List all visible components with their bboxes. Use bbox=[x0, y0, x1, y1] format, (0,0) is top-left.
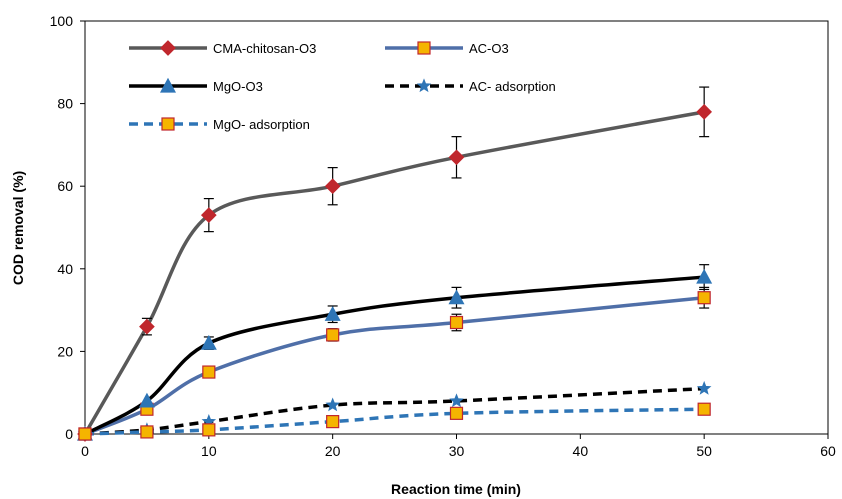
data-point bbox=[140, 425, 154, 439]
legend-label: AC-O3 bbox=[469, 41, 509, 56]
x-tick-label: 60 bbox=[820, 443, 836, 459]
data-point bbox=[696, 380, 712, 395]
data-point bbox=[697, 291, 711, 305]
data-point bbox=[696, 268, 713, 284]
x-tick-label: 20 bbox=[325, 443, 341, 459]
x-tick-label: 0 bbox=[81, 443, 89, 459]
data-point bbox=[449, 406, 464, 420]
legend-label: AC- adsorption bbox=[469, 79, 556, 94]
y-tick-label: 100 bbox=[50, 13, 74, 29]
data-point bbox=[324, 178, 341, 195]
x-axis-title: Reaction time (min) bbox=[391, 481, 521, 497]
data-point bbox=[448, 149, 465, 166]
data-point bbox=[325, 397, 340, 412]
series-markers bbox=[76, 104, 713, 442]
data-point bbox=[448, 289, 465, 305]
legend-marker bbox=[416, 78, 432, 93]
legend: CMA-chitosan-O3 AC-O3 MgO-O3 AC- adsorption… bbox=[129, 40, 556, 132]
data-point bbox=[696, 104, 713, 120]
legend-label: MgO- adsorption bbox=[213, 117, 310, 132]
x-tick-label: 30 bbox=[449, 443, 465, 459]
data-point bbox=[326, 415, 340, 429]
data-point bbox=[202, 423, 216, 437]
data-point bbox=[200, 334, 217, 350]
x-tick-label: 50 bbox=[696, 443, 712, 459]
legend-label: MgO-O3 bbox=[213, 79, 263, 94]
x-tick-label: 40 bbox=[573, 443, 589, 459]
y-tick-label: 20 bbox=[57, 343, 73, 359]
y-tick-label: 40 bbox=[57, 261, 73, 277]
legend-marker bbox=[159, 77, 177, 93]
data-point bbox=[138, 392, 155, 408]
data-point bbox=[202, 365, 216, 379]
data-point bbox=[697, 402, 711, 416]
legend-marker bbox=[417, 41, 431, 55]
data-point bbox=[449, 315, 464, 330]
data-point bbox=[449, 393, 464, 408]
legend-label: CMA-chitosan-O3 bbox=[213, 41, 316, 56]
y-tick-label: 80 bbox=[57, 96, 73, 112]
y-tick-label: 60 bbox=[57, 178, 73, 194]
y-tick-label: 0 bbox=[65, 426, 73, 442]
legend-marker bbox=[161, 117, 175, 131]
series-line bbox=[83, 110, 705, 435]
x-axis-ticks: 0 10 20 30 40 50 60 bbox=[81, 434, 836, 459]
legend-marker bbox=[160, 40, 176, 56]
data-point bbox=[78, 427, 92, 441]
data-point bbox=[324, 305, 341, 321]
y-axis-title: COD removal (%) bbox=[10, 171, 26, 285]
data-point bbox=[139, 318, 155, 335]
x-tick-label: 10 bbox=[201, 443, 217, 459]
data-point bbox=[200, 207, 217, 223]
y-axis-ticks: 0 20 40 60 80 100 bbox=[50, 13, 85, 442]
data-point bbox=[326, 328, 340, 342]
